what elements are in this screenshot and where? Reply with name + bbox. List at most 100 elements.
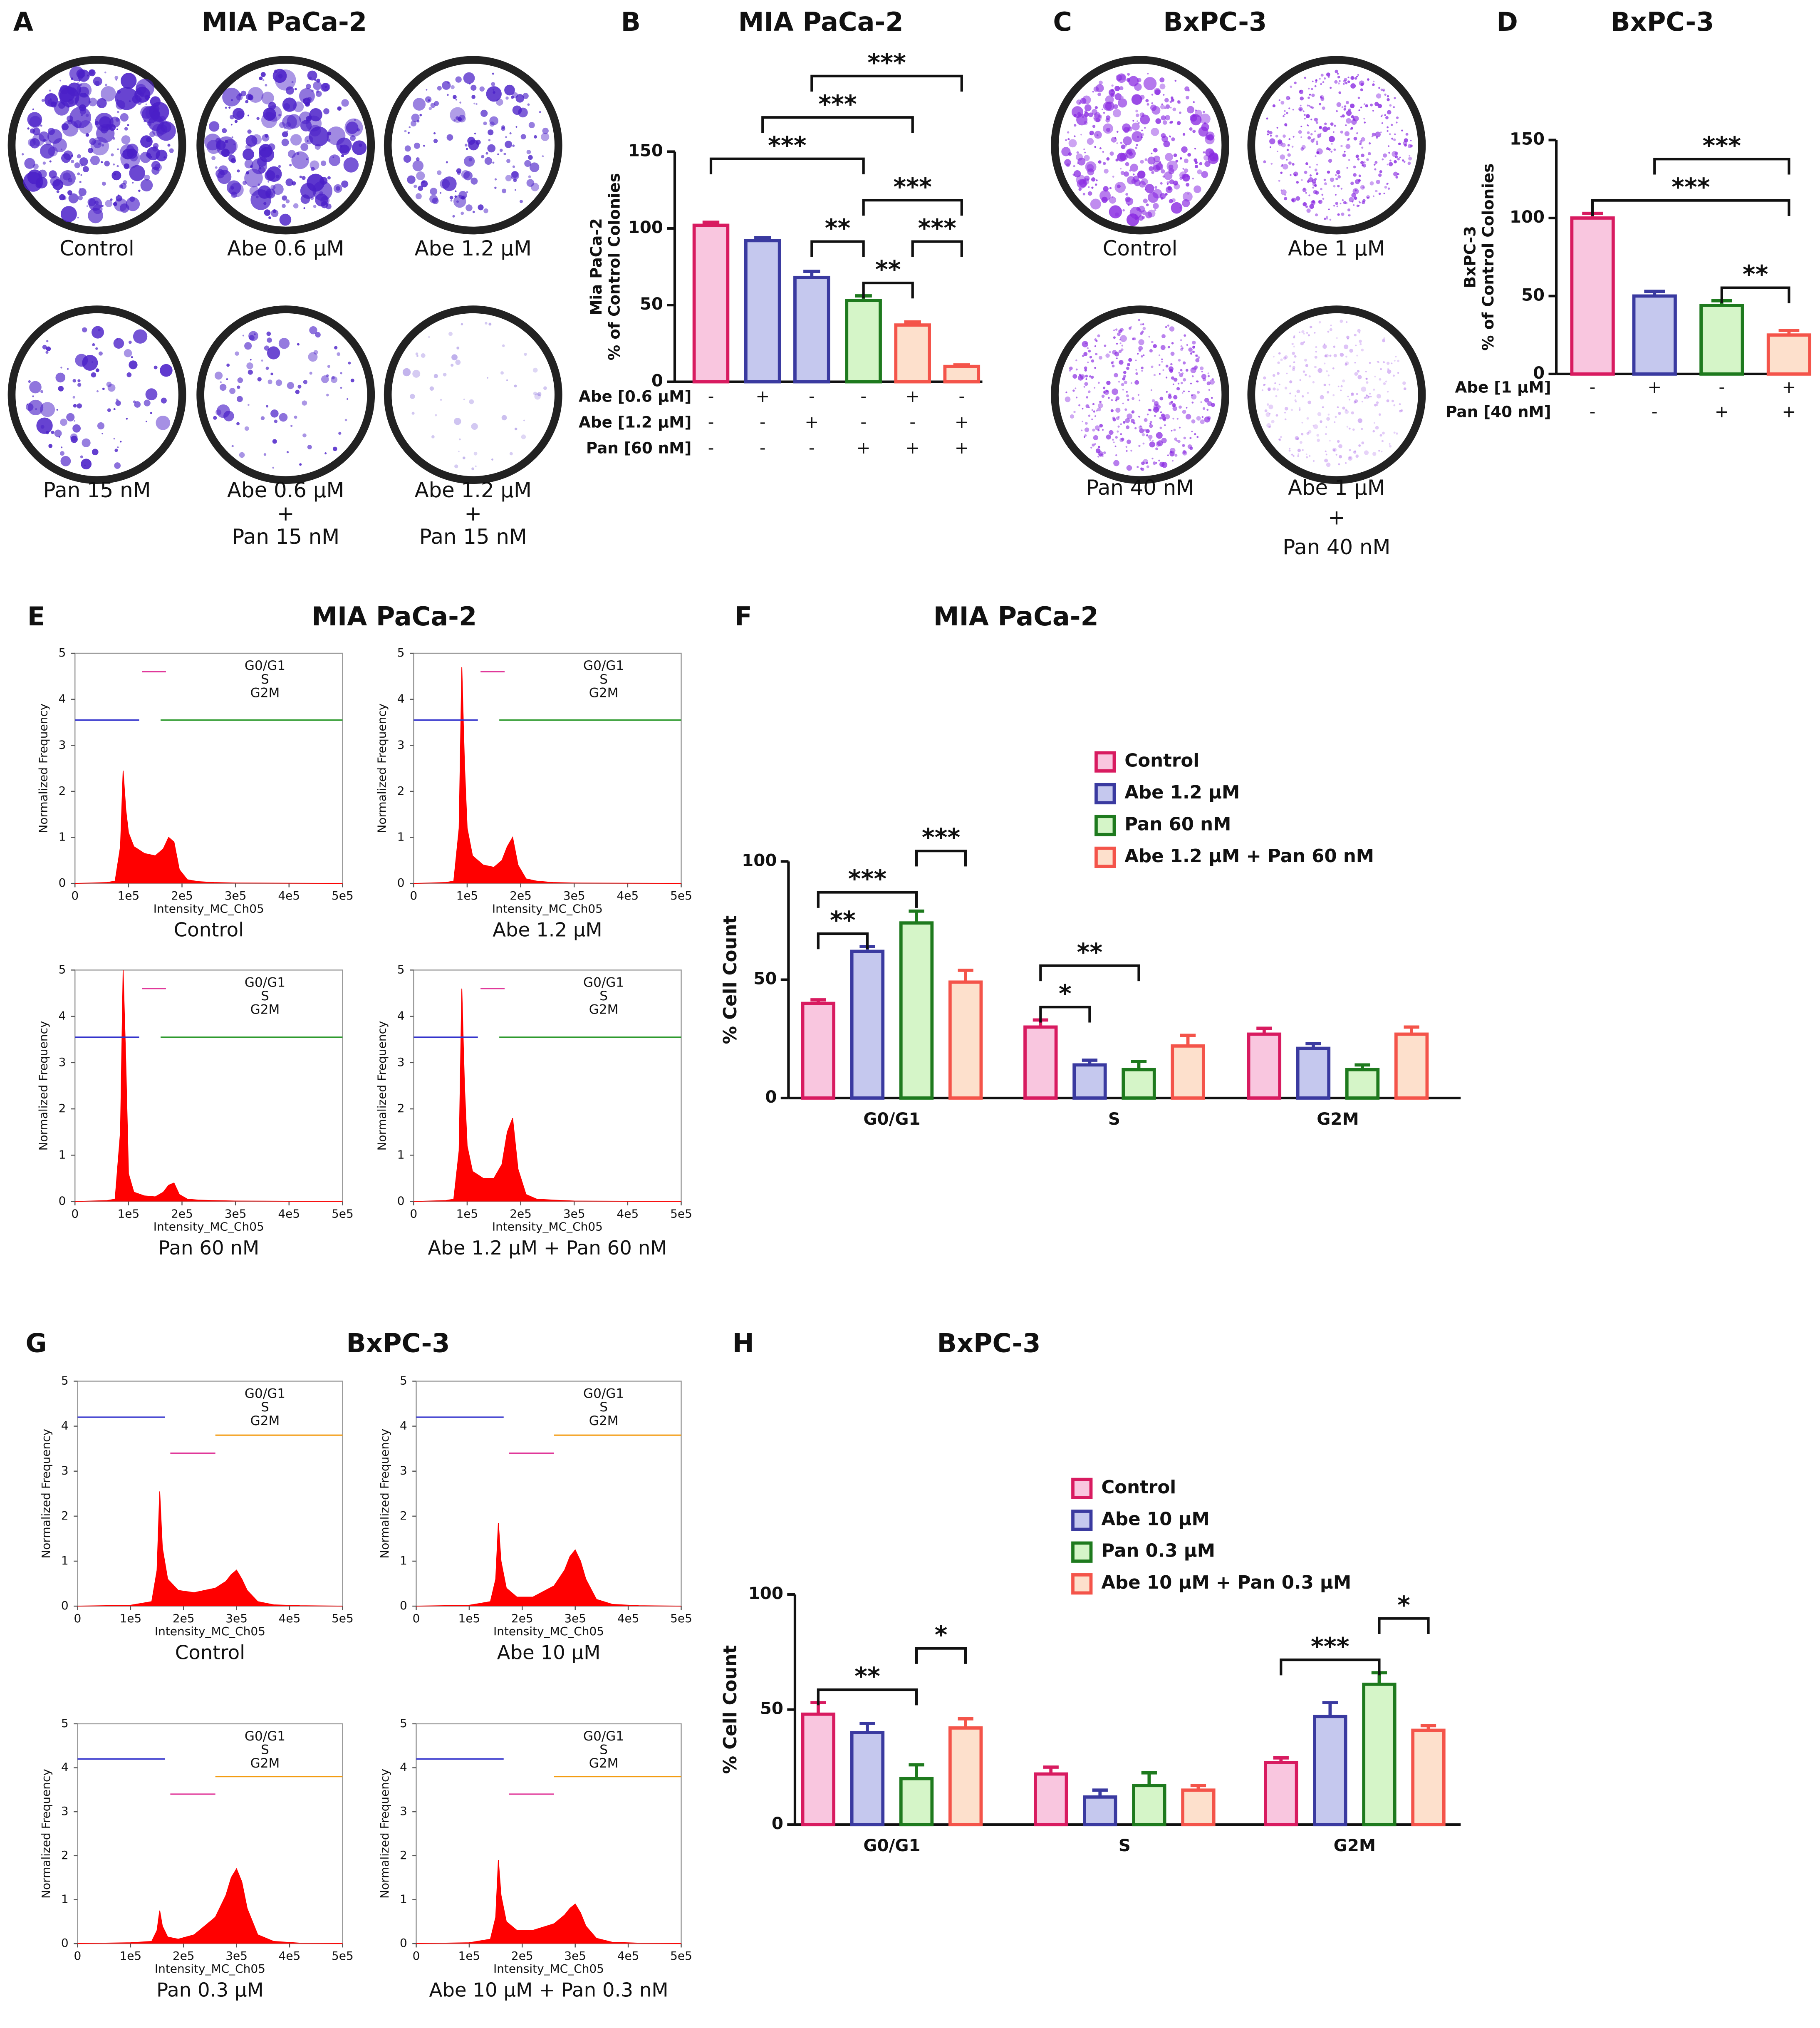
colony [326, 394, 329, 397]
colony [1361, 428, 1363, 430]
colony [1139, 428, 1144, 434]
colony [467, 136, 475, 145]
colony [1306, 208, 1311, 213]
x-tick-label: 5e5 [670, 1611, 692, 1625]
x-tick-label: 0 [74, 1949, 82, 1963]
colony [1112, 417, 1115, 420]
colony [230, 124, 233, 126]
significance-bracket [810, 74, 963, 92]
colony [1330, 150, 1333, 153]
colony [458, 191, 467, 200]
colony [1094, 443, 1096, 445]
x-tick-label: 1e5 [458, 1949, 480, 1963]
colony [1334, 80, 1338, 84]
colony [1324, 182, 1327, 186]
colony [1194, 185, 1201, 193]
colony [1327, 391, 1330, 394]
colony [1142, 442, 1145, 445]
colony [1135, 109, 1138, 113]
colony [1378, 173, 1382, 177]
colony [1111, 137, 1117, 143]
colony [1395, 156, 1397, 158]
colony [101, 161, 103, 164]
colony [1307, 124, 1309, 126]
error-bar [754, 236, 771, 241]
colony [1387, 187, 1390, 190]
colony [1269, 131, 1273, 135]
colony [1092, 444, 1095, 447]
colony [67, 368, 69, 370]
colony [1104, 169, 1109, 174]
colony [1075, 359, 1077, 362]
colony [1181, 372, 1184, 375]
colony [1314, 117, 1318, 122]
y-tick-label: 5 [400, 1373, 407, 1387]
panel-label: A [13, 7, 33, 37]
colony [1159, 354, 1161, 356]
colony [412, 369, 421, 378]
colony [1328, 384, 1330, 386]
colony [1065, 139, 1067, 141]
colony [1291, 146, 1294, 148]
colony [1348, 456, 1353, 461]
error-bar [1092, 1788, 1108, 1797]
colony [321, 375, 329, 383]
colony [1383, 90, 1385, 92]
colony [1391, 362, 1393, 364]
colony [1288, 97, 1290, 99]
error-bar [702, 221, 720, 226]
colony [1265, 412, 1270, 417]
colony [523, 419, 525, 421]
colony [359, 143, 362, 147]
colony [1284, 123, 1288, 126]
colony [1384, 186, 1387, 189]
bar [1699, 304, 1744, 376]
colony [1340, 130, 1343, 134]
colony [1073, 114, 1077, 117]
colony [29, 381, 42, 394]
colony [1284, 194, 1286, 196]
colony [126, 372, 132, 377]
colony [230, 158, 236, 164]
colony [1093, 114, 1102, 122]
colony [514, 427, 518, 431]
colony [1155, 462, 1157, 464]
colony [1332, 394, 1335, 397]
colony [1137, 466, 1139, 468]
colony [1140, 323, 1142, 326]
colony [1096, 409, 1098, 412]
colony [40, 124, 42, 127]
colony [1068, 139, 1077, 148]
colony [97, 422, 105, 430]
colony [52, 102, 55, 104]
colony [543, 386, 547, 390]
colony [1309, 94, 1311, 96]
colony [32, 108, 34, 110]
colony [1099, 147, 1102, 149]
colony [1308, 430, 1312, 434]
colony [410, 120, 417, 126]
colony [1101, 394, 1105, 398]
colony [1093, 435, 1099, 441]
colony [1343, 344, 1349, 350]
colony [1284, 387, 1288, 389]
colony [237, 377, 243, 383]
colony [1366, 195, 1370, 199]
colony [327, 126, 346, 145]
colony [1307, 400, 1311, 404]
colony [271, 209, 279, 217]
error-bar [1256, 1026, 1272, 1034]
colony [1134, 380, 1139, 385]
colony [1322, 406, 1324, 408]
y-tick-label: 2 [397, 1101, 405, 1115]
colony [1119, 438, 1124, 442]
significance-bracket [810, 240, 865, 257]
colony [1166, 161, 1178, 172]
colony [1308, 87, 1310, 90]
significance-bracket [1653, 158, 1790, 175]
colony [1206, 409, 1209, 411]
y-tick-label: 2 [59, 1101, 66, 1115]
colony [77, 82, 92, 98]
colony [1080, 134, 1082, 136]
